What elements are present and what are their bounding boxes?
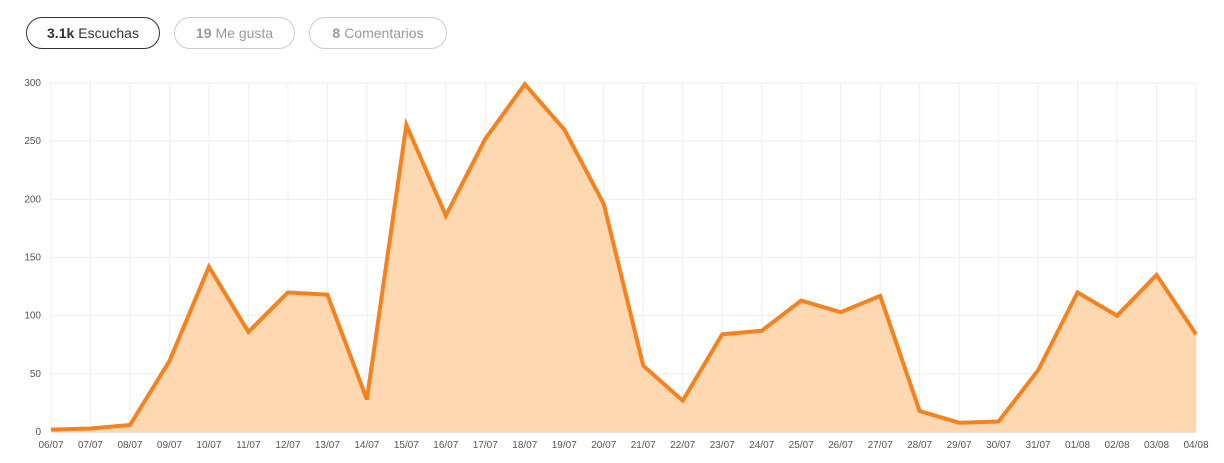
x-tick-label: 26/07 — [828, 440, 853, 451]
data-point — [365, 397, 369, 401]
tab-escuchas[interactable]: 3.1k Escuchas — [26, 17, 160, 49]
data-point — [839, 310, 843, 314]
x-tick-label: 27/07 — [868, 440, 893, 451]
y-tick-label: 300 — [24, 78, 41, 89]
tab-me-gusta[interactable]: 19 Me gusta — [174, 17, 295, 49]
y-tick-label: 150 — [24, 253, 41, 264]
data-point — [997, 420, 1001, 424]
x-tick-label: 18/07 — [512, 440, 537, 451]
data-point — [483, 137, 487, 141]
x-tick-label: 14/07 — [354, 440, 379, 451]
data-point — [1155, 273, 1159, 277]
x-tick-label: 10/07 — [196, 440, 221, 451]
y-tick-label: 0 — [35, 427, 41, 438]
comentarios-count: 8 — [332, 25, 341, 41]
data-point — [602, 202, 606, 206]
x-tick-label: 11/07 — [236, 440, 261, 451]
x-tick-label: 24/07 — [749, 440, 774, 451]
data-point — [286, 290, 290, 294]
data-point — [562, 128, 566, 132]
data-point — [49, 428, 53, 432]
x-tick-label: 16/07 — [433, 440, 458, 451]
data-point — [128, 423, 132, 427]
data-point — [799, 299, 803, 303]
me-gusta-label: Me gusta — [215, 25, 274, 41]
data-point — [760, 329, 764, 333]
data-point — [1115, 314, 1119, 318]
x-tick-label: 06/07 — [38, 440, 63, 451]
y-tick-label: 250 — [24, 136, 41, 147]
data-point — [1194, 332, 1198, 336]
data-point — [246, 330, 250, 334]
x-tick-label: 04/08 — [1183, 440, 1208, 451]
x-tick-label: 29/07 — [947, 440, 972, 451]
data-point — [681, 399, 685, 403]
data-point — [325, 293, 329, 297]
x-tick-label: 07/07 — [78, 440, 103, 451]
tab-comentarios[interactable]: 8 Comentarios — [309, 17, 447, 49]
x-tick-label: 21/07 — [631, 440, 656, 451]
x-tick-label: 13/07 — [315, 440, 340, 451]
escuchas-label: Escuchas — [78, 25, 139, 41]
stats-tabs: 3.1k Escuchas 19 Me gusta 8 Comentarios — [26, 17, 447, 49]
x-tick-label: 19/07 — [552, 440, 577, 451]
data-point — [720, 332, 724, 336]
x-tick-label: 01/08 — [1065, 440, 1090, 451]
x-tick-label: 15/07 — [394, 440, 419, 451]
data-point — [1076, 290, 1080, 294]
x-tick-label: 17/07 — [473, 440, 498, 451]
y-tick-label: 100 — [24, 311, 41, 322]
escuchas-count: 3.1k — [47, 25, 75, 41]
x-tick-label: 30/07 — [986, 440, 1011, 451]
me-gusta-count: 19 — [195, 25, 212, 41]
y-tick-label: 50 — [30, 369, 42, 380]
data-point — [207, 265, 211, 269]
x-tick-label: 28/07 — [907, 440, 932, 451]
x-tick-label: 23/07 — [710, 440, 735, 451]
comentarios-label: Comentarios — [344, 25, 424, 41]
x-tick-label: 09/07 — [157, 440, 182, 451]
data-point — [641, 364, 645, 368]
x-tick-label: 03/08 — [1144, 440, 1169, 451]
x-tick-label: 31/07 — [1026, 440, 1051, 451]
data-point — [918, 409, 922, 413]
data-point — [1036, 368, 1040, 372]
data-point — [523, 82, 527, 86]
data-point — [957, 421, 961, 425]
x-tick-label: 02/08 — [1105, 440, 1130, 451]
data-point — [404, 123, 408, 127]
data-point — [444, 214, 448, 218]
x-tick-label: 22/07 — [670, 440, 695, 451]
data-point — [878, 294, 882, 298]
y-tick-label: 200 — [24, 194, 41, 205]
x-tick-label: 20/07 — [591, 440, 616, 451]
series-line — [50, 80, 1198, 432]
data-point — [167, 359, 171, 363]
x-tick-label: 08/07 — [117, 440, 142, 451]
data-point — [88, 427, 92, 431]
series-area — [51, 84, 1196, 432]
x-tick-label: 25/07 — [789, 440, 814, 451]
x-tick-label: 12/07 — [275, 440, 300, 451]
